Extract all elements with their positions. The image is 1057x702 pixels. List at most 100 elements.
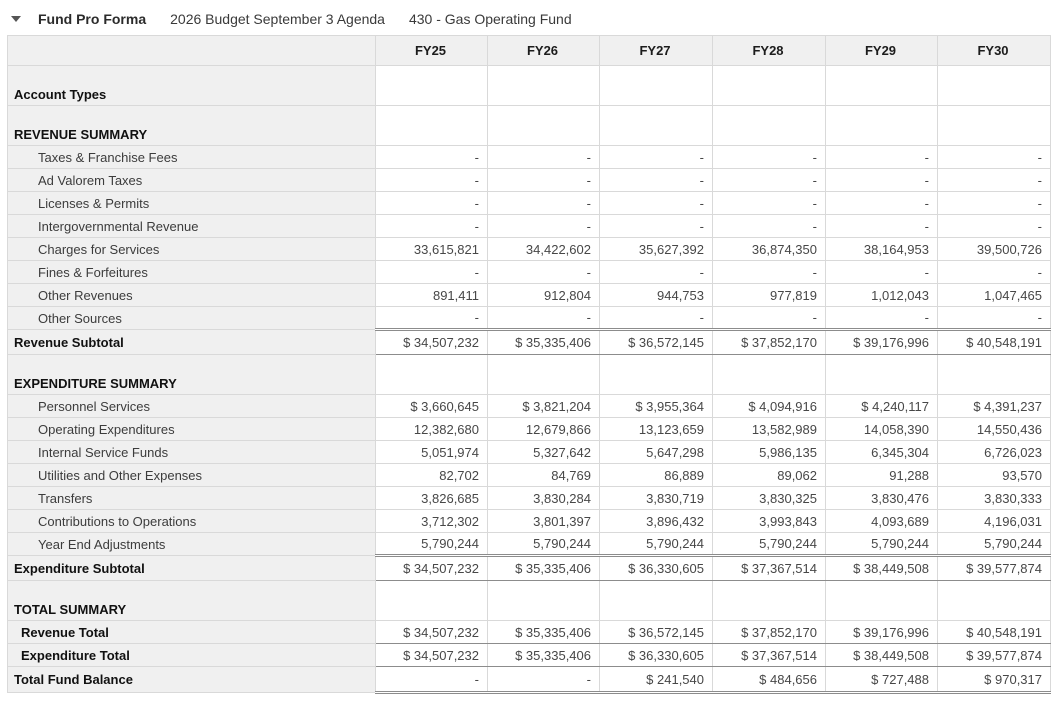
value-cell: $ 36,330,605 — [599, 643, 713, 667]
value-cell: - — [825, 306, 938, 330]
table-row: Intergovernmental Revenue - - - - - - — [7, 214, 1051, 238]
value-cell: - — [712, 306, 826, 330]
row-label: Expenditure Subtotal — [7, 555, 376, 581]
table-body: Account Types REVENUE SUMMARY Taxes & Fran… — [7, 65, 1051, 694]
table-row: Internal Service Funds 5,051,974 5,327,642… — [7, 440, 1051, 464]
table-row: Contributions to Operations 3,712,302 3,80… — [7, 509, 1051, 533]
row-label: Utilities and Other Expenses — [7, 463, 376, 487]
row-label: Personnel Services — [7, 394, 376, 418]
value-cell: 13,123,659 — [599, 417, 713, 441]
table-row: EXPENDITURE SUMMARY — [7, 354, 1051, 395]
row-label: Transfers — [7, 486, 376, 510]
value-cell: 89,062 — [712, 463, 826, 487]
value-cell — [825, 105, 938, 146]
value-cell: - — [487, 168, 600, 192]
value-cell — [599, 105, 713, 146]
table-row: Utilities and Other Expenses 82,702 84,769… — [7, 463, 1051, 487]
value-cell — [712, 354, 826, 395]
table-row: Charges for Services 33,615,821 34,422,602… — [7, 237, 1051, 261]
table-row: REVENUE SUMMARY — [7, 105, 1051, 146]
row-label: EXPENDITURE SUMMARY — [7, 354, 376, 395]
value-cell: 12,382,680 — [375, 417, 488, 441]
value-cell: 3,826,685 — [375, 486, 488, 510]
value-cell: 3,801,397 — [487, 509, 600, 533]
value-cell: - — [599, 168, 713, 192]
row-label: Year End Adjustments — [7, 532, 376, 556]
value-cell: $ 35,335,406 — [487, 554, 600, 581]
value-cell: 5,790,244 — [937, 532, 1051, 556]
value-cell — [375, 105, 488, 146]
table-row: TOTAL SUMMARY — [7, 580, 1051, 621]
value-cell: - — [825, 168, 938, 192]
value-cell — [375, 65, 488, 106]
value-cell: 13,582,989 — [712, 417, 826, 441]
row-label: Other Sources — [7, 306, 376, 330]
value-cell: $ 40,548,191 — [937, 328, 1051, 355]
value-cell: $ 40,548,191 — [937, 620, 1051, 644]
row-label: Revenue Total — [7, 620, 376, 644]
table-row: Other Revenues 891,411 912,804 944,753 977,8… — [7, 283, 1051, 307]
value-cell — [599, 580, 713, 621]
row-label: Internal Service Funds — [7, 440, 376, 464]
value-cell: 891,411 — [375, 283, 488, 307]
value-cell: - — [712, 260, 826, 284]
table-row: Account Types — [7, 65, 1051, 106]
table-row: Taxes & Franchise Fees - - - - - - — [7, 145, 1051, 169]
value-cell: $ 35,335,406 — [487, 643, 600, 667]
value-cell: - — [712, 145, 826, 169]
table-row: Licenses & Permits - - - - - - — [7, 191, 1051, 215]
value-cell: - — [375, 145, 488, 169]
row-label: Fines & Forfeitures — [7, 260, 376, 284]
collapse-triangle-icon[interactable] — [11, 16, 21, 22]
value-cell: - — [825, 191, 938, 215]
value-cell: 82,702 — [375, 463, 488, 487]
budget-name: 2026 Budget September 3 Agenda — [170, 11, 385, 27]
column-header-fy27: FY27 — [599, 35, 713, 66]
value-cell: 5,790,244 — [599, 532, 713, 556]
value-cell: - — [599, 260, 713, 284]
table-row: Personnel Services $ 3,660,645 $ 3,821,204… — [7, 394, 1051, 418]
corner-header-cell — [7, 35, 376, 66]
table-row: Ad Valorem Taxes - - - - - - — [7, 168, 1051, 192]
value-cell: $ 39,176,996 — [825, 328, 938, 355]
row-label: Operating Expenditures — [7, 417, 376, 441]
value-cell: 14,550,436 — [937, 417, 1051, 441]
report-header: Fund Pro Forma 2026 Budget September 3 A… — [0, 0, 1057, 27]
value-cell: - — [375, 260, 488, 284]
column-header-fy25: FY25 — [375, 35, 488, 66]
value-cell: - — [937, 145, 1051, 169]
value-cell: 5,327,642 — [487, 440, 600, 464]
value-cell: 3,830,325 — [712, 486, 826, 510]
value-cell: 3,830,333 — [937, 486, 1051, 510]
value-cell — [937, 65, 1051, 106]
row-label: Taxes & Franchise Fees — [7, 145, 376, 169]
value-cell — [712, 105, 826, 146]
value-cell: $ 36,572,145 — [599, 620, 713, 644]
value-cell: - — [937, 191, 1051, 215]
value-cell: - — [712, 168, 826, 192]
value-cell: 39,500,726 — [937, 237, 1051, 261]
value-cell: 977,819 — [712, 283, 826, 307]
value-cell: - — [599, 306, 713, 330]
value-cell: - — [599, 145, 713, 169]
value-cell — [599, 354, 713, 395]
value-cell — [825, 65, 938, 106]
value-cell: $ 39,577,874 — [937, 554, 1051, 581]
value-cell: $ 34,507,232 — [375, 554, 488, 581]
value-cell: 35,627,392 — [599, 237, 713, 261]
value-cell: $ 37,852,170 — [712, 328, 826, 355]
value-cell: $ 970,317 — [937, 666, 1051, 694]
table-row: Transfers 3,826,685 3,830,284 3,830,719 3,83… — [7, 486, 1051, 510]
pro-forma-table: FY25 FY26 FY27 FY28 FY29 FY30 Account Ty… — [7, 35, 1051, 694]
value-cell: 5,790,244 — [712, 532, 826, 556]
column-header-fy29: FY29 — [825, 35, 938, 66]
value-cell: - — [937, 306, 1051, 330]
value-cell: 33,615,821 — [375, 237, 488, 261]
column-header-row: FY25 FY26 FY27 FY28 FY29 FY30 — [7, 35, 1051, 66]
value-cell: 3,830,284 — [487, 486, 600, 510]
value-cell: - — [487, 306, 600, 330]
value-cell — [487, 580, 600, 621]
value-cell — [825, 354, 938, 395]
value-cell: 14,058,390 — [825, 417, 938, 441]
table-row: Total Fund Balance - - $ 241,540 $ 484,656 $ … — [7, 666, 1051, 694]
